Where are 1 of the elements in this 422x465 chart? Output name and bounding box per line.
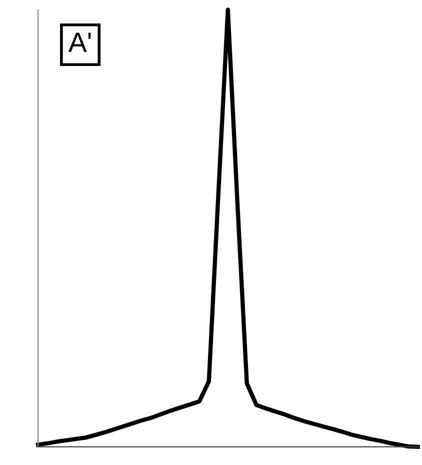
- annotation: A': [68, 32, 91, 52]
